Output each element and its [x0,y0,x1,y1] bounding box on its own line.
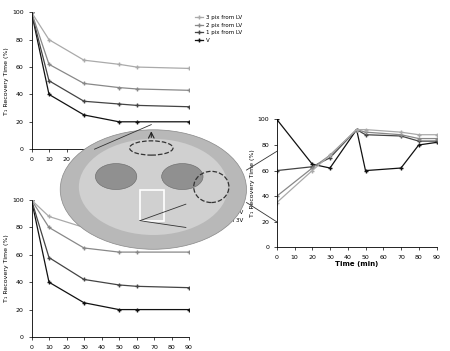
Y-axis label: T₁ Recovery Time (%): T₁ Recovery Time (%) [4,234,9,303]
Ellipse shape [95,164,137,190]
Ellipse shape [162,164,203,190]
Legend: 3 pix from LV, 2 pix from LV, 1 pix from LV, V: 3 pix from LV, 2 pix from LV, 1 pix from… [195,15,242,42]
Ellipse shape [60,130,247,249]
Legend: 3 pix from 3V, 2 pix from 3V, 1 pix from 3V, V: 3 pix from 3V, 2 pix from 3V, 1 pix from… [195,203,243,230]
Y-axis label: T₁ Recovery Time (%): T₁ Recovery Time (%) [250,150,255,217]
Bar [140,190,164,221]
Y-axis label: T₁ Recovery Time (%): T₁ Recovery Time (%) [4,47,9,115]
X-axis label: Time (min): Time (min) [335,261,378,267]
X-axis label: Time (min): Time (min) [89,163,132,169]
Ellipse shape [79,139,228,235]
